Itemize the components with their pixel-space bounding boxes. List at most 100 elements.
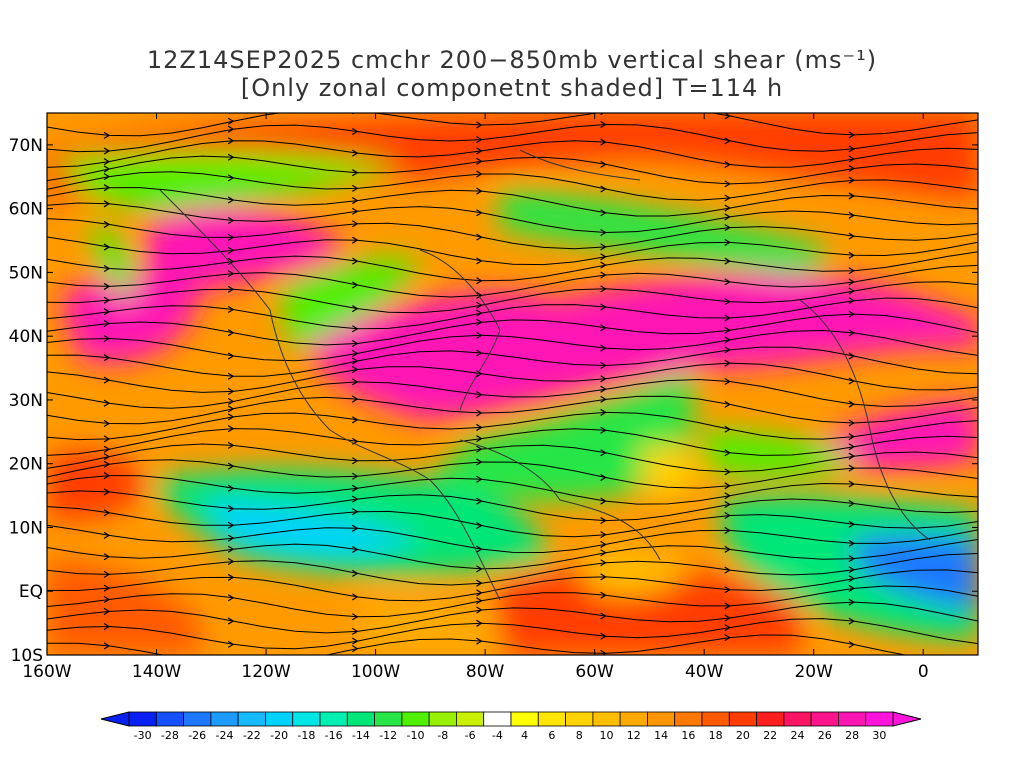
streamline-arrow [848,480,856,488]
streamline-arrow [476,121,483,129]
streamline-arrow [227,217,235,225]
streamline-arrow [103,460,111,468]
streamline-arrow [227,233,235,241]
streamline-arrow [227,397,235,405]
streamline-arrow [724,526,731,534]
lon-axis: 160W 140W 120W 100W 80W 60W 40W 20W 0 [22,113,929,682]
streamline-arrow [103,320,111,328]
streamline-arrow [476,458,483,466]
colorbar-swatch [810,711,839,727]
streamline-arrow [724,511,731,519]
colorbar-swatch [619,711,648,727]
streamline-arrow [848,464,856,472]
streamline-arrow [103,531,111,539]
streamline-arrow [724,314,731,322]
plot-area [47,113,978,655]
streamline-arrow [600,473,607,481]
streamline-arrow [103,453,111,461]
streamline-arrow [724,257,731,265]
streamline-arrow [476,277,483,285]
streamline-arrow [352,257,359,265]
streamline-arrow [227,484,235,492]
coastlines [159,149,931,601]
colorbar-label: -26 [188,729,206,742]
colorbar-swatch [510,711,539,727]
streamline-arrow [724,449,731,457]
streamline-arrow [227,441,235,449]
streamline [47,264,978,298]
colorbar-right-arrow [892,711,922,727]
streamline-arrow [227,413,235,421]
streamline-arrow [600,549,607,557]
colorbar-swatch [264,711,294,727]
streamline-arrow [227,505,235,513]
streamline-arrow [724,614,731,622]
colorbar-swatch [783,711,812,727]
streamline [47,569,978,602]
streamline-arrow [724,204,731,212]
streamline-arrow [476,170,483,178]
lon-tick-label: 40W [685,662,724,682]
lon-tick-label: 100W [351,662,400,682]
streamline-arrow [103,296,111,304]
colorbar-label: 4 [521,729,528,742]
streamline-arrow [352,197,359,205]
streamline-arrow [848,145,856,153]
streamline-arrow [724,224,731,232]
streamline-arrow [227,153,235,161]
colorbar-label: 8 [576,729,583,742]
streamline-arrow [227,372,235,380]
streamline-arrow [103,419,111,428]
colorbar-label: 26 [818,729,832,742]
streamline-arrow [848,500,856,508]
streamline-arrow [600,408,607,416]
streamline [47,202,978,234]
streamline-arrow [227,137,235,145]
streamline-arrow [103,472,111,480]
colorbar-label: -4 [492,729,503,742]
streamline-arrow [352,593,359,601]
lon-tick-label: 80W [466,662,505,682]
streamline-arrow [352,637,359,645]
plot-frame [46,112,979,656]
streamline-arrow [227,257,235,265]
streamline-arrow [848,400,856,408]
streamline-arrow [724,468,731,476]
colorbar-label: -8 [437,729,448,742]
lon-tick-label: 20W [794,662,833,682]
colorbar-swatch [374,711,403,727]
streamline-arrow [724,238,731,246]
lon-tick-label: 60W [575,662,614,682]
streamline-arrow [724,492,731,500]
streamline-arrow [848,329,856,337]
streamline [47,601,978,634]
colorbar-swatch [865,711,894,727]
colorbar-label: -20 [270,729,288,742]
streamline-arrow [848,598,856,606]
streamline-arrow [848,176,856,184]
streamline-arrow [227,125,235,133]
lon-tick-label: 0 [918,662,929,682]
streamline-arrow [600,632,607,640]
colorbar-swatch [428,711,457,727]
streamline-arrow [848,617,856,625]
streamline-arrow [103,607,111,615]
colorbar-label: -22 [243,729,261,742]
colorbar-swatch [701,711,730,727]
streamline-arrow [600,426,607,434]
streamline-arrow [476,589,483,597]
streamline-arrow [600,559,607,567]
streamline-arrow [352,220,359,228]
streamline-arrow [476,233,483,241]
lat-tick-label: 20N [9,455,43,475]
streamline-arrow [724,346,731,354]
streamline-arrow [600,243,607,251]
streamline-arrow [227,352,235,360]
streamline-arrow [600,497,607,505]
streamline-arrow [724,278,731,286]
streamline-arrow [352,395,359,403]
colorbar-swatch [319,711,348,727]
streamline [47,251,978,282]
streamline [47,490,978,522]
colorbar-label: -30 [134,729,152,742]
